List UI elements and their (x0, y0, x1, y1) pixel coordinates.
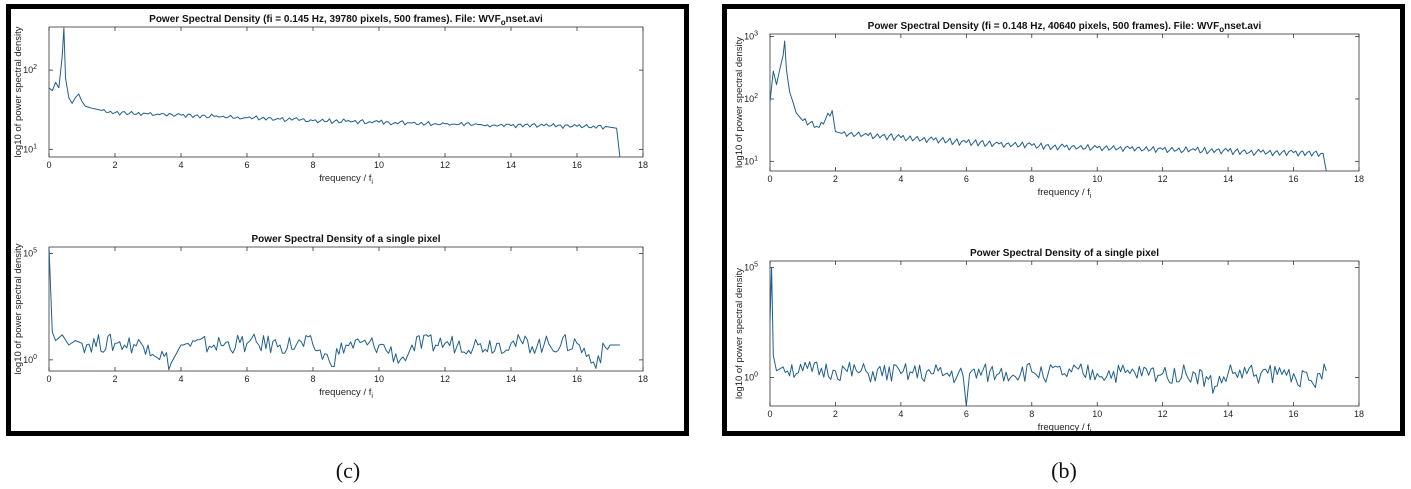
x-tick-label: 8 (310, 374, 315, 384)
plot-frame (48, 26, 644, 158)
figure-b-canvas: Power Spectral Density (fi = 0.148 Hz, 4… (727, 9, 1400, 431)
y-axis-label: log10 of power spectral density (734, 268, 745, 399)
plot-title: Power Spectral Density of a single pixel (252, 234, 441, 245)
plot-title-text: Power Spectral Density (fi = 0.148 Hz, 4… (868, 21, 1220, 32)
x-tick-label: 6 (964, 409, 969, 419)
caption-c: (c) (335, 458, 361, 483)
x-tick-label: 2 (112, 160, 117, 170)
x-axis-label: frequency / fi (319, 173, 373, 186)
series-line (48, 27, 621, 158)
y-tick-label: 102 (23, 64, 37, 75)
plot-title: Power Spectral Density (fi = 0.145 Hz, 3… (149, 14, 543, 27)
x-tick-label: 4 (178, 160, 183, 170)
y-axis-label: log10 of power spectral density (13, 243, 24, 374)
x-tick-label: 12 (1158, 174, 1168, 184)
plot-c-bottom: Power Spectral Density of a single pixel… (13, 234, 648, 400)
series-line (769, 267, 1327, 407)
x-tick-label: 6 (244, 374, 249, 384)
x-tick-label: 16 (572, 374, 582, 384)
x-tick-label: 18 (638, 374, 648, 384)
plot-title-text: Power Spectral Density (fi = 0.145 Hz, 3… (149, 14, 501, 25)
x-tick-label: 0 (46, 374, 51, 384)
y-tick-label: 101 (23, 143, 37, 154)
x-tick-label: 8 (310, 160, 315, 170)
plot-b-top: Power Spectral Density (fi = 0.148 Hz, 4… (734, 21, 1364, 200)
x-tick-label: 0 (767, 174, 772, 184)
x-tick-label: 12 (440, 374, 450, 384)
x-axis-label: frequency / fi (319, 387, 373, 400)
y-tick-label: 100 (23, 354, 37, 365)
x-tick-label: 16 (572, 160, 582, 170)
y-tick-label: 100 (744, 371, 758, 382)
x-tick-label: 16 (1289, 409, 1299, 419)
plot-title: Power Spectral Density (fi = 0.148 Hz, 4… (868, 21, 1262, 34)
y-tick-label: 102 (744, 93, 758, 104)
plot-title-tail: nset.avi (506, 14, 543, 25)
x-tick-label: 10 (374, 160, 384, 170)
x-tick-label: 4 (178, 374, 183, 384)
x-tick-label: 8 (1029, 409, 1034, 419)
x-axis-label: frequency / fi (1038, 187, 1092, 200)
series-line (769, 40, 1327, 172)
plot-frame (48, 246, 644, 372)
x-tick-label: 18 (1354, 174, 1364, 184)
x-tick-label: 2 (833, 409, 838, 419)
plot-frame (769, 33, 1360, 172)
plot-frame (769, 260, 1360, 407)
x-tick-label: 8 (1029, 174, 1034, 184)
plot-title-text: Power Spectral Density of a single pixel (252, 234, 441, 245)
x-tick-label: 0 (767, 409, 772, 419)
x-tick-label: 10 (1092, 409, 1102, 419)
x-tick-label: 10 (374, 374, 384, 384)
caption-b: (b) (1051, 458, 1077, 483)
x-tick-label: 4 (898, 174, 903, 184)
x-tick-label: 14 (506, 374, 516, 384)
plot-title-subscript: o (1219, 25, 1224, 34)
y-tick-label: 103 (744, 31, 758, 42)
y-tick-label: 101 (744, 155, 758, 166)
x-tick-label: 18 (1354, 409, 1364, 419)
x-tick-label: 10 (1092, 174, 1102, 184)
series-line (48, 246, 620, 371)
y-tick-label: 105 (23, 247, 37, 258)
plot-title-tail: nset.avi (1224, 21, 1261, 32)
plot-c-top: Power Spectral Density (fi = 0.145 Hz, 3… (13, 14, 648, 186)
figure-c-canvas: Power Spectral Density (fi = 0.145 Hz, 3… (11, 9, 684, 431)
plot-b-bottom: Power Spectral Density of a single pixel… (734, 248, 1364, 431)
x-tick-label: 14 (1223, 174, 1233, 184)
x-tick-label: 0 (46, 160, 51, 170)
plot-title-subscript: o (501, 18, 506, 27)
plot-title-text: Power Spectral Density of a single pixel (970, 248, 1159, 259)
x-tick-label: 2 (833, 174, 838, 184)
figure-panel-b: Power Spectral Density (fi = 0.148 Hz, 4… (722, 4, 1405, 436)
x-tick-label: 16 (1289, 174, 1299, 184)
y-axis-label: log10 of power spectral density (13, 26, 24, 157)
x-axis-label: frequency / fi (1038, 422, 1092, 431)
x-tick-label: 14 (506, 160, 516, 170)
x-tick-label: 2 (112, 374, 117, 384)
x-tick-label: 6 (244, 160, 249, 170)
x-tick-label: 4 (898, 409, 903, 419)
x-tick-label: 12 (1158, 409, 1168, 419)
x-tick-label: 14 (1223, 409, 1233, 419)
y-axis-label: log10 of power spectral density (734, 37, 745, 168)
x-tick-label: 18 (638, 160, 648, 170)
x-tick-label: 12 (440, 160, 450, 170)
figure-panel-c: Power Spectral Density (fi = 0.145 Hz, 3… (6, 4, 689, 436)
y-tick-label: 105 (744, 262, 758, 273)
plot-title: Power Spectral Density of a single pixel (970, 248, 1159, 259)
x-tick-label: 6 (964, 174, 969, 184)
